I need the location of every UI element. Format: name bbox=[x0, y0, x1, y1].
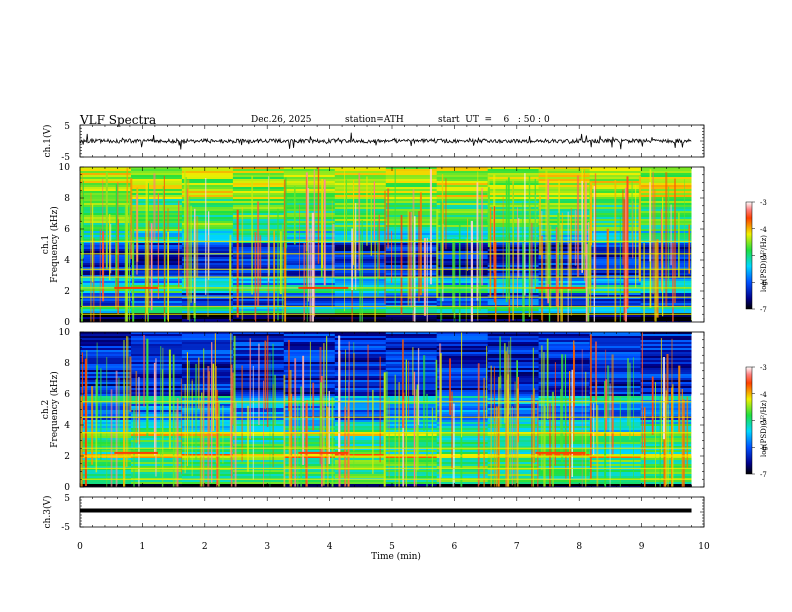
y-tick-label: 6 bbox=[64, 390, 70, 400]
y-tick-label: 5 bbox=[64, 122, 70, 132]
x-tick-label: 7 bbox=[514, 542, 520, 552]
y-tick-label: 4 bbox=[64, 421, 70, 431]
x-tick-label: 4 bbox=[327, 542, 333, 552]
y-tick-label: 2 bbox=[64, 452, 70, 462]
y-tick-label: -5 bbox=[61, 153, 70, 163]
y-tick-label: 4 bbox=[64, 256, 70, 266]
colorbar bbox=[745, 201, 753, 310]
y-axis-channel-label: ch.2 bbox=[41, 400, 51, 419]
station-label: station=ATH bbox=[345, 115, 404, 125]
y-axis-label: ch.1(V) bbox=[42, 125, 53, 158]
colorbar-tick-label: -6 bbox=[760, 444, 767, 452]
chart-title: VLF Spectra bbox=[80, 113, 157, 127]
start-ut-label: start UT = 6 : 50 : 0 bbox=[438, 115, 550, 125]
y-tick-label: 0 bbox=[64, 318, 70, 328]
y-tick-label: 6 bbox=[64, 225, 70, 235]
colorbar bbox=[745, 366, 753, 475]
x-tick-label: 6 bbox=[452, 542, 458, 552]
date-label: Dec.26, 2025 bbox=[251, 115, 312, 125]
colorbar-tick-label: -6 bbox=[760, 279, 767, 287]
x-tick-label: 8 bbox=[576, 542, 582, 552]
y-axis-label: ch.3(V) bbox=[42, 496, 53, 529]
y-tick-label: 10 bbox=[59, 328, 71, 338]
colorbar-tick-label: -7 bbox=[760, 306, 767, 314]
x-axis-label: Time (min) bbox=[371, 551, 421, 562]
y-tick-label: 8 bbox=[64, 194, 70, 204]
ch2-spectrogram-image bbox=[80, 332, 692, 487]
colorbar-tick-label: -5 bbox=[760, 418, 767, 426]
x-tick-label: 0 bbox=[77, 542, 83, 552]
colorbar-label: log(PSD)(V²/Hz) bbox=[760, 400, 768, 457]
ch3-waveform-line bbox=[80, 508, 692, 513]
x-tick-label: 5 bbox=[389, 542, 395, 552]
y-axis-channel-label: ch.1 bbox=[41, 235, 51, 254]
x-tick-label: 3 bbox=[264, 542, 270, 552]
colorbar-tick-label: -5 bbox=[760, 253, 767, 261]
y-tick-label: 0 bbox=[64, 483, 70, 493]
y-tick-label: 8 bbox=[64, 359, 70, 369]
x-tick-label: 1 bbox=[140, 542, 146, 552]
y-tick-label: 10 bbox=[59, 163, 71, 173]
x-tick-label: 9 bbox=[639, 542, 645, 552]
colorbar-tick-label: -4 bbox=[760, 391, 767, 399]
colorbar-tick-label: -3 bbox=[760, 199, 767, 207]
ch1-spectrogram-image bbox=[80, 167, 692, 322]
x-tick-label: 10 bbox=[698, 542, 710, 552]
colorbar-tick-label: -3 bbox=[760, 364, 767, 372]
y-axis-frequency-label: Frequency (kHz) bbox=[49, 371, 60, 448]
colorbar-label: log(PSD)(V²/Hz) bbox=[760, 235, 768, 292]
colorbar-tick-label: -7 bbox=[760, 471, 767, 479]
x-tick-label: 2 bbox=[202, 542, 208, 552]
y-tick-label: 2 bbox=[64, 287, 70, 297]
y-tick-label: -5 bbox=[61, 523, 70, 533]
colorbar-tick-label: -4 bbox=[760, 226, 767, 234]
y-axis-frequency-label: Frequency (kHz) bbox=[49, 206, 60, 283]
y-tick-label: 5 bbox=[64, 494, 70, 504]
ch1-waveform-line bbox=[79, 132, 692, 150]
